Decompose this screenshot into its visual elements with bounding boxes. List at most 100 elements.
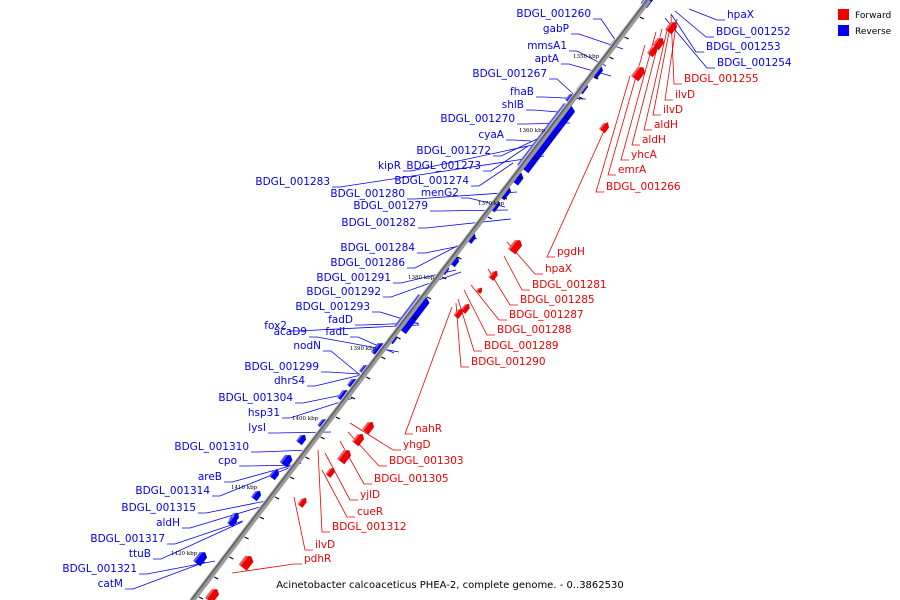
gene-label[interactable]: dhrS4 (274, 375, 305, 387)
gene-label[interactable]: BDGL_001286 (330, 257, 405, 269)
gene-label[interactable]: BDGL_001274 (394, 175, 469, 187)
leader-line (309, 336, 400, 353)
gene-label[interactable]: acaD9 (274, 326, 307, 338)
gene-label[interactable]: pgdH (557, 246, 585, 258)
gene-label[interactable]: shlB (502, 99, 524, 111)
gene-label[interactable]: fhaB (510, 86, 534, 98)
gene-label[interactable]: mmsA1 (527, 40, 567, 52)
leader-line (403, 141, 548, 172)
gene-label[interactable]: BDGL_001252 (716, 26, 791, 38)
gene-label[interactable]: BDGL_001315 (121, 502, 196, 514)
gene-label[interactable]: areB (198, 471, 222, 483)
leader-line (407, 242, 464, 269)
leader-line (153, 521, 243, 560)
gene-label[interactable]: hsp31 (248, 407, 280, 419)
gene-label[interactable]: BDGL_001288 (497, 324, 572, 336)
backbone (190, 0, 648, 600)
gene-label[interactable]: hpaX (545, 263, 572, 275)
gene-label[interactable]: aldH (642, 134, 666, 146)
gene-label[interactable]: BDGL_001299 (244, 361, 319, 373)
gene-label[interactable]: aldH (156, 517, 180, 529)
gene-label[interactable]: ilvD (663, 104, 683, 116)
gene-label[interactable]: BDGL_001289 (484, 340, 559, 352)
leader-line (674, 10, 714, 38)
gene-label[interactable]: BDGL_001254 (717, 57, 792, 69)
gene-label[interactable]: aptA (535, 53, 560, 65)
gene-label[interactable]: BDGL_001282 (341, 217, 416, 229)
gene-label[interactable]: BDGL_001272 (416, 145, 491, 157)
gene-label[interactable]: nahR (415, 423, 442, 435)
gene-label[interactable]: cyaA (478, 129, 504, 141)
forward-gene-block (238, 553, 254, 571)
gene-label[interactable]: yhcA (631, 149, 658, 161)
gene-label[interactable]: BDGL_001293 (295, 301, 370, 313)
gene-label[interactable]: fox2 (264, 320, 287, 332)
legend-forward-label: Forward (855, 11, 891, 21)
tick-mark (624, 36, 629, 40)
gene-label[interactable]: menG2 (421, 187, 459, 199)
gene-label[interactable]: BDGL_001260 (516, 8, 591, 20)
gene-label[interactable]: BDGL_001303 (389, 455, 464, 467)
gene-label[interactable]: ttuB (129, 548, 151, 560)
gene-label[interactable]: BDGL_001310 (174, 441, 249, 453)
gene-label[interactable]: yjlD (360, 489, 380, 501)
tick-mark (593, 76, 599, 80)
gene-label[interactable]: BDGL_001287 (509, 309, 584, 321)
tick-mark (441, 276, 447, 280)
gene-label[interactable]: yhgD (403, 439, 431, 451)
leader-line (239, 464, 299, 467)
gene-label[interactable]: cpo (218, 455, 237, 467)
tick-label: 1390 kbp (350, 346, 377, 352)
gene-label[interactable]: BDGL_001314 (135, 485, 210, 497)
gene-label[interactable]: BDGL_001284 (340, 242, 415, 254)
gene-label[interactable]: emrA (618, 164, 647, 176)
gene-label[interactable]: BDGL_001283 (255, 176, 330, 188)
gene-label[interactable]: BDGL_001312 (332, 521, 407, 533)
gene-label[interactable]: nodN (293, 340, 321, 352)
gene-label[interactable]: BDGL_001304 (218, 392, 293, 404)
leader-line (224, 462, 302, 483)
gene-label[interactable]: BDGL_001267 (472, 68, 547, 80)
gene-label[interactable]: gabP (543, 23, 569, 35)
gene-label[interactable]: lysI (248, 422, 266, 434)
gene-label[interactable]: BDGL_001290 (471, 356, 546, 368)
gene-label[interactable]: hpaX (727, 9, 754, 21)
gene-label[interactable]: BDGL_001292 (306, 286, 381, 298)
gene-label[interactable]: BDGL_001291 (316, 272, 391, 284)
gene-label[interactable]: BDGL_001321 (62, 563, 137, 575)
tick-mark (350, 396, 356, 400)
forward-gene-block (351, 431, 365, 447)
gene-label[interactable]: BDGL_001270 (440, 113, 515, 125)
forward-gene-block (488, 269, 498, 282)
leader-line (546, 121, 609, 258)
tick-mark (609, 56, 614, 60)
leader-line (198, 500, 267, 514)
forward-gene-block (336, 447, 352, 465)
gene-label[interactable]: ilvD (675, 89, 695, 101)
gene-label[interactable]: fadD (328, 314, 353, 326)
gene-label[interactable]: ilvD (315, 539, 335, 551)
gene-label[interactable]: BDGL_001255 (684, 73, 759, 85)
gene-label[interactable]: BDGL_001279 (353, 200, 428, 212)
tick-mark (274, 496, 280, 500)
gene-label[interactable]: BDGL_001285 (520, 294, 595, 306)
gene-label[interactable]: BDGL_001253 (706, 41, 781, 53)
tick-mark (426, 296, 432, 300)
gene-label[interactable]: BDGL_001281 (532, 279, 607, 291)
gene-label[interactable]: BDGL_001266 (606, 181, 681, 193)
gene-label[interactable]: kipR (378, 160, 401, 172)
gene-label[interactable]: catM (98, 578, 123, 590)
gene-label[interactable]: cueR (357, 506, 383, 518)
gene-label[interactable]: aldH (654, 119, 678, 131)
gene-label[interactable]: pdhR (304, 553, 331, 565)
gene-label[interactable]: BDGL_001273 (406, 160, 481, 172)
leader-line (321, 371, 361, 375)
forward-gene-block (598, 120, 610, 134)
backbone-highlight (188, 0, 646, 600)
gene-label[interactable]: BDGL_001317 (90, 533, 165, 545)
gene-label[interactable]: BDGL_001305 (374, 473, 449, 485)
gene-label[interactable]: fadL (325, 326, 348, 338)
leader-line (295, 392, 353, 404)
leader-line (493, 138, 538, 157)
gene-label[interactable]: BDGL_001280 (330, 188, 405, 200)
